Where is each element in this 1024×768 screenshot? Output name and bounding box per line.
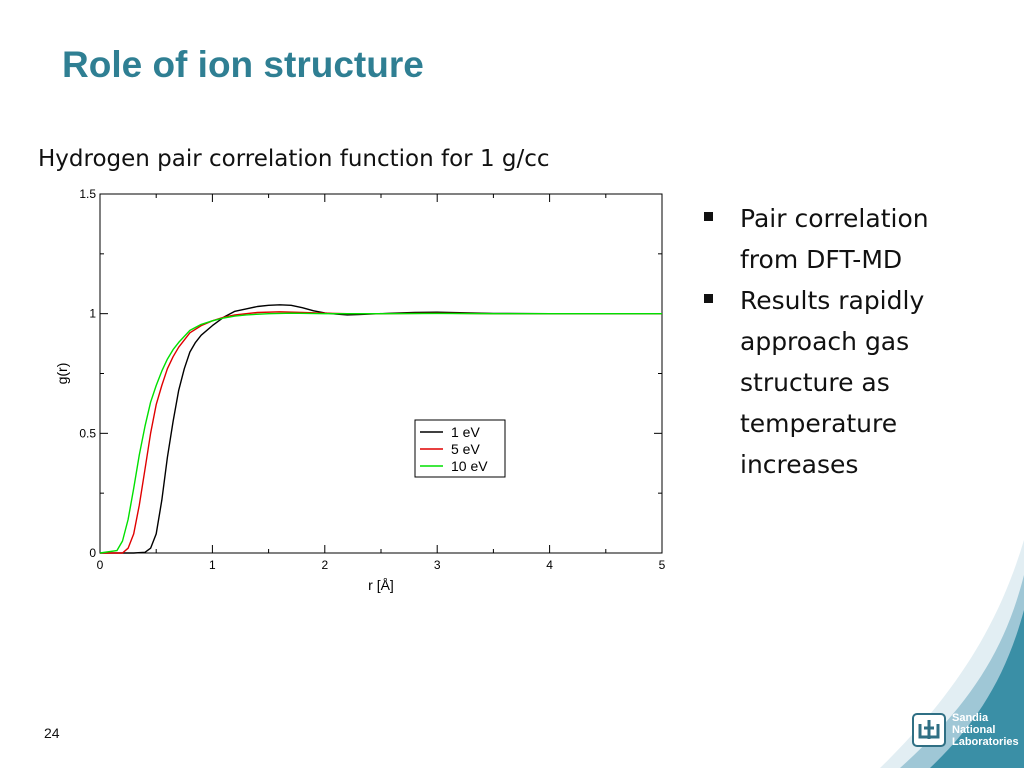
bullet-text: Pair correlation from DFT-MD xyxy=(740,204,929,274)
logo-text: Sandia National Laboratories xyxy=(952,712,1019,748)
legend-label: 10 eV xyxy=(451,458,488,474)
y-tick-label: 1.5 xyxy=(79,187,96,201)
y-tick-label: 1 xyxy=(89,307,96,321)
legend-label: 1 eV xyxy=(451,424,480,440)
series-line xyxy=(99,312,662,554)
x-tick-label: 1 xyxy=(209,558,216,572)
bullet-item: Pair correlation from DFT-MD xyxy=(702,198,992,280)
page-number: 24 xyxy=(44,725,60,741)
y-tick-label: 0.5 xyxy=(79,426,96,440)
bullet-item: Results rapidly approach gas structure a… xyxy=(702,280,992,485)
x-tick-label: 0 xyxy=(97,558,104,572)
bullet-text: Results rapidly approach gas structure a… xyxy=(740,286,925,479)
chart-series xyxy=(99,304,662,554)
bullet-list: Pair correlation from DFT-MD Results rap… xyxy=(702,198,992,485)
square-bullet-icon xyxy=(704,212,713,221)
logo-line: Sandia xyxy=(952,712,989,724)
logo-line: National xyxy=(952,724,996,736)
x-tick-label: 3 xyxy=(434,558,441,572)
series-line xyxy=(100,311,662,554)
x-tick-label: 5 xyxy=(659,558,666,572)
slide-title: Role of ion structure xyxy=(62,44,424,85)
x-axis-label: r [Å] xyxy=(368,577,394,593)
plot-frame xyxy=(99,193,663,554)
y-tick-label: 0 xyxy=(89,546,96,560)
chart-axes: 0 1 2 3 4 5 0 0.5 1 1.5 r [Å] g(r) xyxy=(54,187,666,593)
logo-line: Laboratories xyxy=(952,736,1019,748)
square-bullet-icon xyxy=(704,294,713,303)
y-axis-label: g(r) xyxy=(54,363,70,385)
legend-label: 5 eV xyxy=(451,441,480,457)
x-tick-label: 2 xyxy=(321,558,328,572)
sandia-logo: Sandia National Laboratories xyxy=(912,710,1019,750)
chart-heading: Hydrogen pair correlation function for 1… xyxy=(38,146,550,172)
sandia-thunderbird-icon xyxy=(912,713,946,747)
series-line xyxy=(100,304,662,554)
x-tick-label: 4 xyxy=(546,558,553,572)
